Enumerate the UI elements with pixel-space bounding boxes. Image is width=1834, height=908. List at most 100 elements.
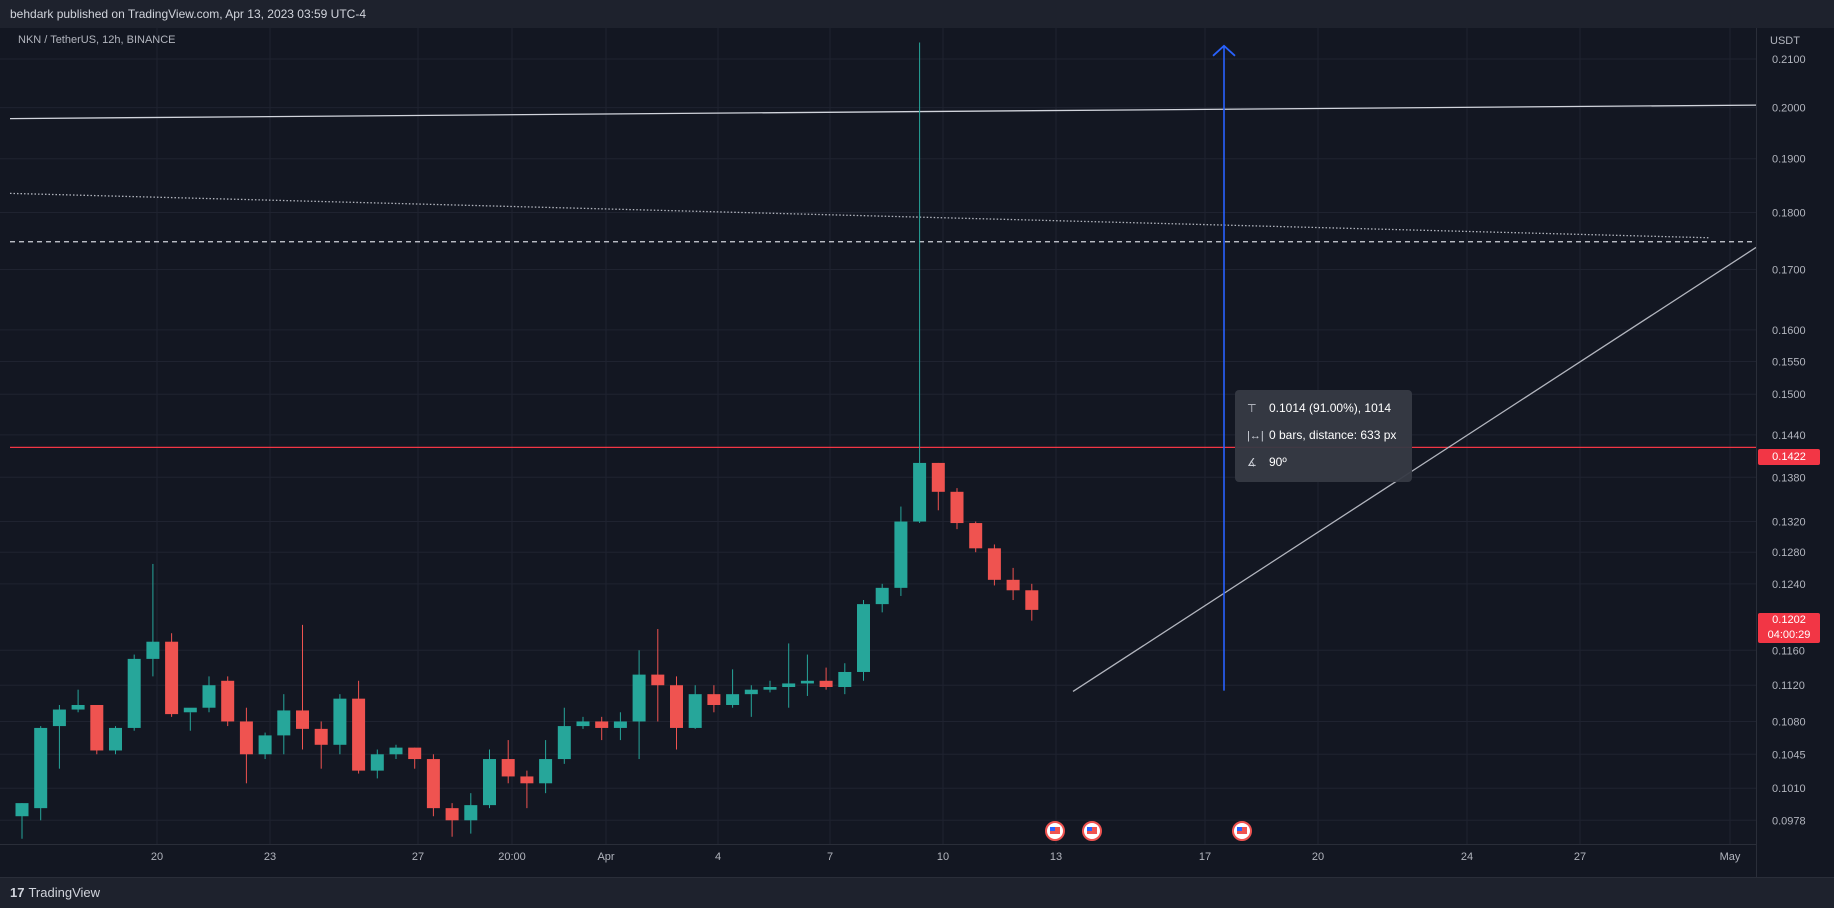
candle[interactable] bbox=[127, 654, 141, 731]
price-chart[interactable]: USDT 0.2100 0.2000 0.1900 0.1800 0.1700 0.160… bbox=[0, 28, 1834, 877]
candle[interactable] bbox=[875, 583, 889, 613]
candle[interactable] bbox=[109, 726, 122, 755]
candle-body bbox=[875, 587, 889, 605]
time-tick-label: 20 bbox=[151, 851, 163, 863]
symbol-legend[interactable]: NKN / TetherUS, 12h, BINANCE bbox=[18, 34, 176, 46]
candle[interactable] bbox=[613, 712, 627, 741]
candle[interactable] bbox=[894, 506, 908, 596]
candle-body bbox=[651, 674, 665, 686]
candle[interactable] bbox=[782, 643, 796, 708]
candle-body bbox=[183, 707, 197, 713]
candle-body bbox=[782, 683, 796, 688]
price-tick-label: 0.1800 bbox=[1772, 208, 1806, 220]
candle[interactable] bbox=[333, 694, 347, 755]
us-flag-event-icon[interactable] bbox=[1045, 821, 1065, 841]
candle[interactable] bbox=[296, 624, 309, 750]
candle-body bbox=[52, 709, 66, 727]
candle[interactable] bbox=[408, 747, 422, 769]
price-tick-label: 0.1280 bbox=[1772, 547, 1806, 559]
candle[interactable] bbox=[726, 669, 740, 708]
bars-range-icon: |↔| bbox=[1247, 430, 1264, 442]
candle[interactable] bbox=[1006, 567, 1020, 601]
candle[interactable] bbox=[576, 716, 590, 729]
events-layer[interactable] bbox=[1045, 821, 1252, 841]
candle[interactable] bbox=[483, 749, 496, 809]
candle[interactable] bbox=[464, 793, 478, 834]
candle[interactable] bbox=[670, 676, 683, 750]
candle[interactable] bbox=[950, 488, 964, 530]
candle[interactable] bbox=[819, 667, 833, 690]
candle-body bbox=[931, 462, 945, 492]
candle[interactable] bbox=[15, 803, 29, 839]
candle[interactable] bbox=[595, 716, 609, 741]
tradingview-logo-icon[interactable]: 17 TradingView bbox=[10, 885, 101, 900]
us-flag-event-icon[interactable] bbox=[1082, 821, 1102, 841]
candle[interactable] bbox=[857, 600, 870, 681]
last-price-tag: 0.1202 04:00:29 bbox=[1758, 613, 1820, 643]
price-axis-divider bbox=[1756, 28, 1757, 877]
time-axis[interactable]: 20 23 27 20:00 Apr 4 7 10 13 17 20 24 27 May bbox=[151, 851, 1741, 863]
tooltip-price-row: ⊤ 0.1014 (91.00%), 1014 bbox=[1247, 399, 1391, 417]
candle[interactable] bbox=[202, 676, 216, 713]
candle[interactable] bbox=[520, 770, 534, 809]
brand-name: TradingView bbox=[28, 885, 101, 900]
candle[interactable] bbox=[352, 680, 366, 774]
time-tick-label: 27 bbox=[412, 851, 424, 863]
candle[interactable] bbox=[34, 726, 48, 821]
candle[interactable] bbox=[183, 707, 197, 731]
candle[interactable] bbox=[1025, 583, 1039, 621]
candle[interactable] bbox=[838, 663, 852, 695]
measure-layer[interactable] bbox=[1212, 44, 1236, 691]
chart-background bbox=[0, 28, 1834, 877]
candle-body bbox=[71, 704, 85, 710]
candle-body bbox=[426, 759, 440, 809]
candle[interactable] bbox=[800, 654, 814, 696]
candle[interactable] bbox=[501, 740, 515, 784]
candle-body bbox=[744, 689, 758, 695]
candle[interactable] bbox=[52, 704, 66, 769]
drawings-layer[interactable] bbox=[9, 104, 1757, 693]
candle[interactable] bbox=[426, 754, 440, 817]
candle[interactable] bbox=[445, 803, 459, 837]
price-tick-label: 0.1500 bbox=[1772, 389, 1806, 401]
price-range-icon: ⊤ bbox=[1247, 403, 1257, 415]
candle-body bbox=[520, 776, 534, 784]
candle[interactable] bbox=[688, 685, 702, 729]
time-tick-label: 4 bbox=[715, 851, 721, 863]
candles-layer[interactable] bbox=[15, 42, 1039, 839]
candle[interactable] bbox=[651, 629, 665, 722]
candle[interactable] bbox=[539, 740, 553, 794]
candle[interactable] bbox=[370, 749, 384, 779]
time-tick-label: Apr bbox=[597, 851, 614, 863]
candle[interactable] bbox=[913, 42, 927, 524]
us-flag-event-icon[interactable] bbox=[1232, 821, 1252, 841]
candle-body bbox=[950, 491, 964, 524]
price-tick-label: 0.1320 bbox=[1772, 517, 1806, 529]
candle[interactable] bbox=[969, 521, 983, 553]
tooltip-bars-distance: 0 bars, distance: 633 px bbox=[1269, 428, 1397, 442]
time-tick-label: 13 bbox=[1050, 851, 1062, 863]
candle[interactable] bbox=[314, 721, 328, 769]
candle[interactable] bbox=[221, 676, 235, 727]
candle[interactable] bbox=[763, 680, 777, 693]
candle[interactable] bbox=[239, 707, 253, 784]
candle[interactable] bbox=[931, 462, 945, 511]
publish-header: behdark published on TradingView.com, Ap… bbox=[0, 0, 1834, 29]
price-tick-label: 0.1700 bbox=[1772, 264, 1806, 276]
candle[interactable] bbox=[71, 689, 85, 713]
candle[interactable] bbox=[389, 744, 403, 760]
price-axis[interactable]: 0.2100 0.2000 0.1900 0.1800 0.1700 0.1600 0.15… bbox=[1772, 54, 1806, 827]
candle[interactable] bbox=[258, 732, 272, 760]
candle[interactable] bbox=[707, 685, 721, 713]
candle[interactable] bbox=[744, 685, 758, 717]
upper-trendline[interactable] bbox=[9, 104, 1757, 120]
candle[interactable] bbox=[557, 707, 571, 764]
candle[interactable] bbox=[277, 694, 291, 755]
rising-trendline[interactable] bbox=[1072, 246, 1757, 693]
candle[interactable] bbox=[90, 704, 104, 755]
candle[interactable] bbox=[146, 563, 160, 677]
candle[interactable] bbox=[632, 650, 646, 760]
candle[interactable] bbox=[165, 633, 179, 717]
time-tick-label: 20:00 bbox=[498, 851, 526, 863]
candle[interactable] bbox=[987, 544, 1001, 586]
